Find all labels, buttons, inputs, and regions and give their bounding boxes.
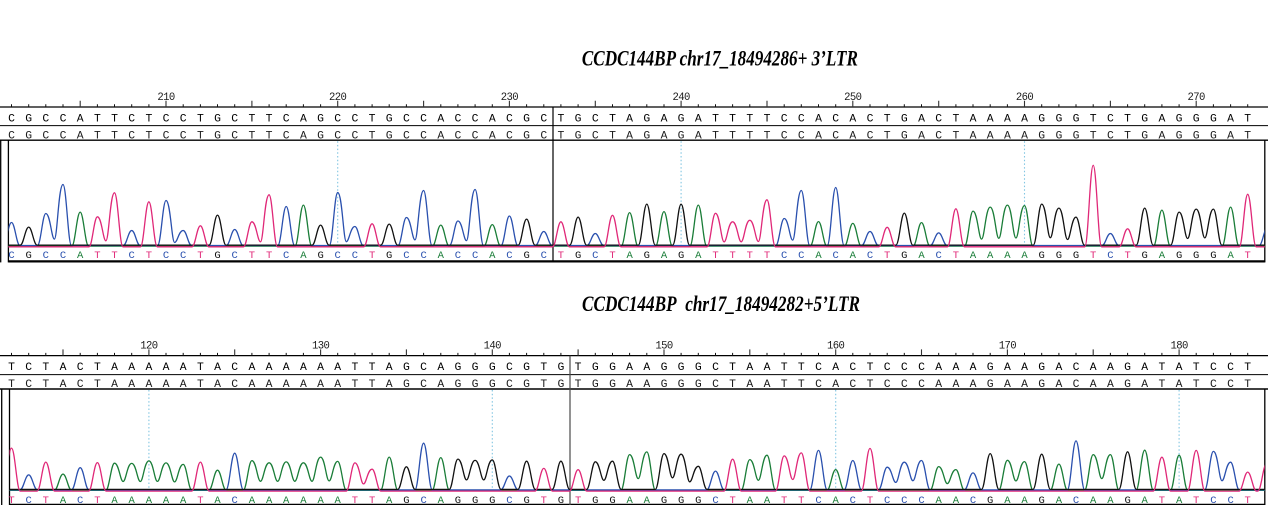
svg-text:180: 180: [1170, 340, 1188, 352]
svg-text:270: 270: [1188, 92, 1206, 104]
svg-text:CGCCATTCTCCTGCTTCAGCCTGCCACCAC: CGCCATTCTCCTGCTTCAGCCTGCCACCACGCTGCTAGAG…: [8, 130, 1251, 142]
svg-text:CGCCATTCTCCTGCTTCAGCCTGCCACCAC: CGCCATTCTCCTGCTTCAGCCTGCCACCACGCTGCTAGAG…: [8, 113, 1251, 125]
svg-text:170: 170: [999, 340, 1017, 352]
svg-text:210: 210: [157, 92, 175, 104]
svg-text:CCDC144BP chr17_18494282+5’LT: CCDC144BP chr17_18494282+5’LTR: [582, 291, 860, 316]
svg-text:230: 230: [501, 92, 519, 104]
svg-text:250: 250: [844, 92, 862, 104]
svg-text:260: 260: [1016, 92, 1034, 104]
svg-text:220: 220: [329, 92, 347, 104]
svg-text:140: 140: [484, 340, 502, 352]
svg-text:120: 120: [140, 340, 158, 352]
svg-text:160: 160: [827, 340, 845, 352]
svg-text:130: 130: [312, 340, 330, 352]
svg-text:240: 240: [672, 92, 690, 104]
svg-text:TCTACTAAAAATACAAAAAATTAGCAGGGC: TCTACTAAAAATACAAAAAATTAGCAGGGCGTGTGGAAGG…: [8, 362, 1251, 374]
svg-text:TCTACTAAAAATACAAAAAATTAGCAGGGC: TCTACTAAAAATACAAAAAATTAGCAGGGCGTGTGGAAGG…: [8, 379, 1251, 391]
svg-text:150: 150: [655, 340, 673, 352]
svg-text:CCDC144BP chr17_18494286+ 3’LT: CCDC144BP chr17_18494286+ 3’LTR: [582, 46, 858, 71]
